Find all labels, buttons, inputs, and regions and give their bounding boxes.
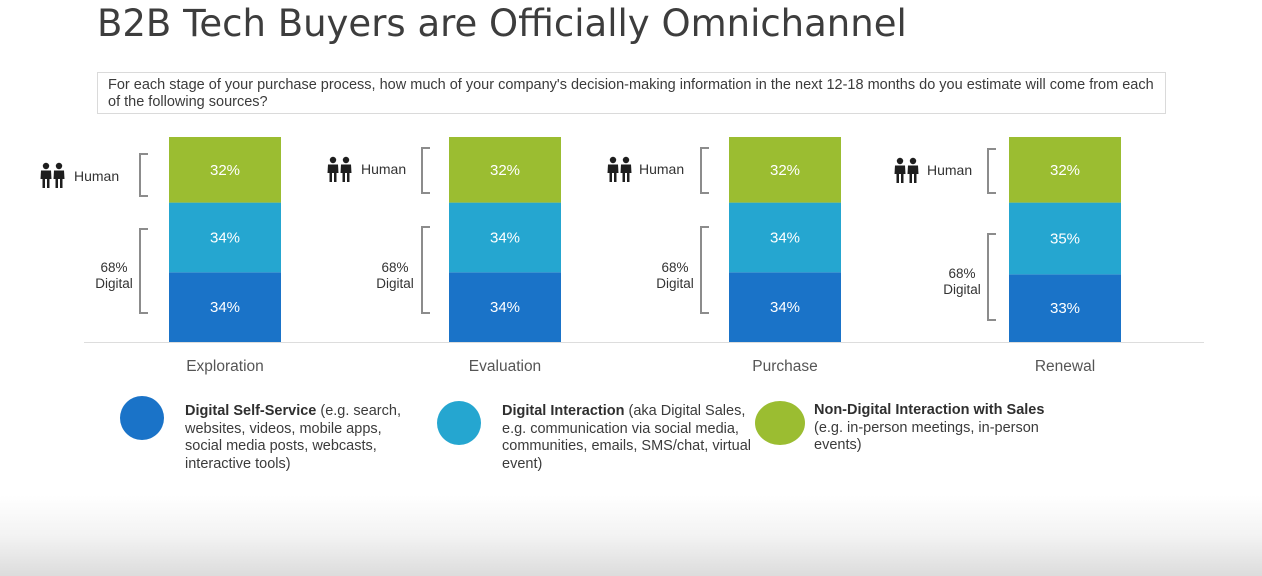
bar-segment (729, 272, 841, 342)
people-icon (607, 156, 632, 182)
legend-item-self-service: Digital Self-Service (e.g. search, websi… (120, 396, 420, 473)
legend-desc-non-digital: (e.g. in-person meetings, in-person even… (814, 419, 1039, 454)
bar-segment (169, 272, 281, 342)
category-label: Purchase (752, 358, 817, 375)
human-label: Human (927, 162, 972, 178)
bar-segment (1009, 137, 1121, 203)
digital-percent-label: 68% (948, 266, 975, 281)
legend-swatch-self-service (120, 396, 164, 440)
digital-label: Digital (95, 276, 133, 291)
category-label: Exploration (186, 358, 264, 375)
digital-label: Digital (943, 282, 981, 297)
bar-value-label: 34% (210, 229, 240, 246)
digital-bracket (139, 228, 148, 314)
digital-label: Digital (376, 276, 414, 291)
digital-bracket (421, 226, 430, 314)
digital-percent-label: 68% (100, 260, 127, 275)
people-icon (327, 156, 352, 182)
legend-swatch-digital-interaction (437, 401, 481, 445)
digital-label: Digital (656, 276, 694, 291)
page-title: B2B Tech Buyers are Officially Omnichann… (97, 2, 907, 45)
bar-value-label: 34% (490, 299, 520, 316)
bar-value-label: 34% (490, 229, 520, 246)
human-bracket (987, 148, 996, 194)
digital-bracket (987, 233, 996, 321)
legend-item-non-digital: Non-Digital Interaction with Sales (e.g.… (755, 401, 1085, 455)
bar-segment (1009, 202, 1121, 275)
digital-percent-label: 68% (661, 260, 688, 275)
legend-item-digital-interaction: Digital Interaction (aka Digital Sales, … (437, 401, 757, 473)
bar-segment (729, 202, 841, 273)
bar-value-label: 32% (490, 162, 520, 179)
bar-segment (449, 202, 561, 273)
stacked-bar-chart: 34%34%32%ExplorationHuman68%Digital34%34… (40, 137, 1204, 375)
bar-value-label: 35% (1050, 230, 1080, 247)
human-bracket (139, 153, 148, 197)
category-label: Evaluation (469, 358, 541, 375)
bar-segment (449, 137, 561, 203)
human-label: Human (361, 161, 406, 177)
bar-value-label: 34% (770, 299, 800, 316)
bar-value-label: 32% (1050, 162, 1080, 179)
people-icon (40, 162, 65, 188)
bar-segment (169, 137, 281, 203)
legend-title-non-digital: Non-Digital Interaction with Sales (814, 402, 1045, 418)
people-icon (894, 157, 919, 183)
human-label: Human (74, 168, 119, 184)
legend-title-digital-interaction: Digital Interaction (502, 403, 625, 419)
human-bracket (700, 147, 709, 194)
survey-question: For each stage of your purchase process,… (97, 72, 1166, 114)
legend-swatch-non-digital (755, 401, 805, 445)
category-label: Renewal (1035, 358, 1095, 375)
digital-percent-label: 68% (381, 260, 408, 275)
human-label: Human (639, 161, 684, 177)
human-bracket (421, 147, 430, 194)
bar-segment (169, 202, 281, 273)
bar-value-label: 32% (770, 162, 800, 179)
bar-segment (729, 137, 841, 203)
bar-value-label: 34% (210, 299, 240, 316)
digital-bracket (700, 226, 709, 314)
bar-segment (449, 272, 561, 342)
bar-value-label: 32% (210, 162, 240, 179)
legend-desc-self-service: (e.g. search, websites, videos, mobile a… (185, 403, 401, 472)
bar-segment (1009, 274, 1121, 342)
legend-title-self-service: Digital Self-Service (185, 403, 317, 419)
legend-desc-digital-interaction: (aka Digital Sales, e.g. communication v… (502, 403, 751, 472)
bar-value-label: 33% (1050, 300, 1080, 317)
bar-value-label: 34% (770, 229, 800, 246)
